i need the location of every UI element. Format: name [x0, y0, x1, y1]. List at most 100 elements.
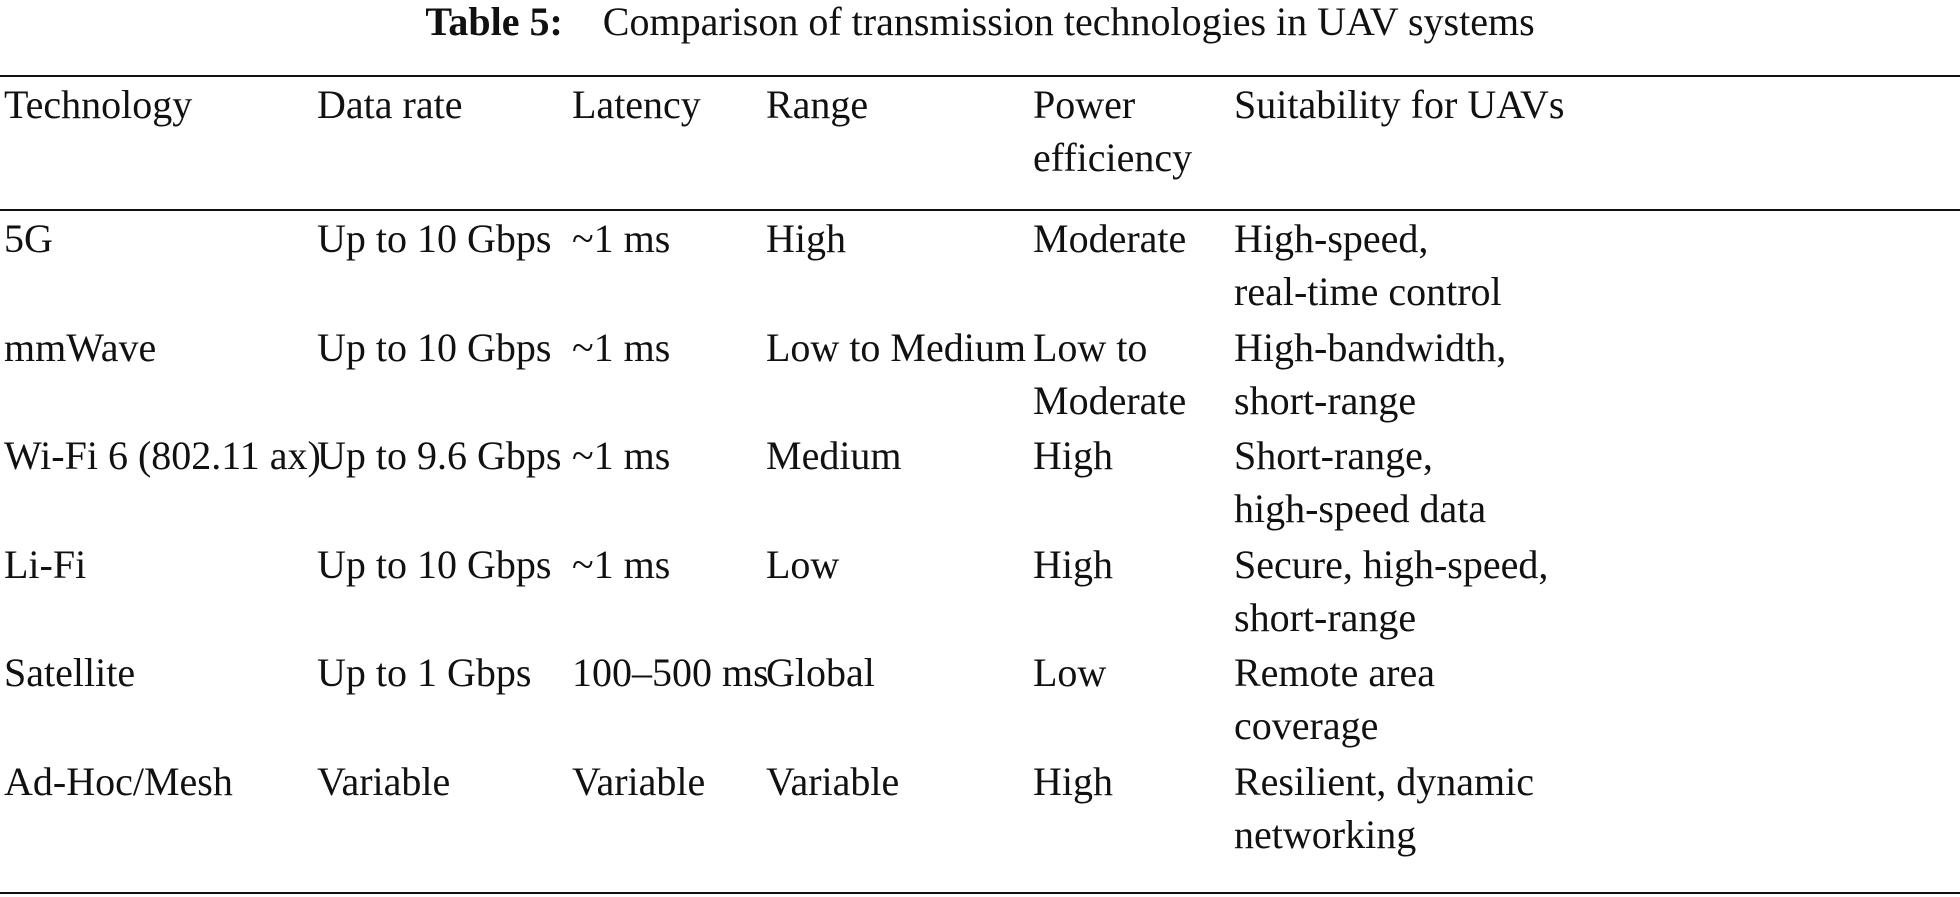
header-range-line-1: Range [766, 82, 869, 127]
cell-data-rate: Variable [317, 755, 572, 863]
header-data-rate-line-1: Data rate [317, 82, 463, 127]
cell-technology: Ad-Hoc/Mesh [4, 755, 317, 863]
cell-text: Low [766, 542, 840, 587]
cell-latency: Variable [572, 755, 766, 863]
table-header: Technology Data rate Latency Range Power… [4, 78, 1956, 209]
cell-text: Up to 10 Gbps [317, 216, 552, 261]
cell-range: Low to Medium [766, 321, 1033, 429]
header-latency-line-1: Latency [572, 82, 701, 127]
cell-text: Resilient, dynamic [1234, 759, 1534, 804]
cell-text: High [1033, 433, 1113, 478]
cell-technology: mmWave [4, 321, 317, 429]
cell-data-rate: Up to 10 Gbps [317, 538, 572, 646]
cell-power-efficiency: High [1033, 755, 1234, 863]
table-caption-label: Table 5: [425, 0, 563, 44]
header-latency: Latency [572, 78, 766, 209]
cell-power-efficiency: Moderate [1033, 209, 1234, 321]
cell-text: Low [1033, 650, 1107, 695]
header-technology-line-1: Technology [4, 82, 193, 127]
header-suitability-line-1: Suitability for UAVs [1234, 82, 1565, 127]
cell-data-rate: Up to 10 Gbps [317, 321, 572, 429]
cell-text: short-range [1234, 378, 1417, 423]
header-suitability: Suitability for UAVs [1234, 78, 1956, 209]
cell-data-rate: Up to 1 Gbps [317, 646, 572, 755]
header-range: Range [766, 78, 1033, 209]
cell-text: ~1 ms [572, 325, 671, 370]
cell-text: High-speed, [1234, 216, 1429, 261]
cell-latency: ~1 ms [572, 429, 766, 538]
header-row: Technology Data rate Latency Range Power… [4, 78, 1956, 209]
cell-text: Wi-Fi 6 (802.11 ax) [4, 433, 321, 478]
table-top-rule [0, 75, 1960, 77]
table-header-rule [0, 209, 1960, 211]
cell-text: Up to 9.6 Gbps [317, 433, 562, 478]
cell-range: Medium [766, 429, 1033, 538]
cell-text: high-speed data [1234, 486, 1487, 531]
cell-text: 5G [4, 216, 53, 261]
comparison-table: Technology Data rate Latency Range Power… [4, 78, 1956, 863]
cell-range: Global [766, 646, 1033, 755]
cell-text: 100–500 ms [572, 650, 769, 695]
table-row: Satellite Up to 1 Gbps 100–500 ms Global… [4, 646, 1956, 755]
table-body: 5G Up to 10 Gbps ~1 ms High Moderate Hig… [4, 209, 1956, 863]
cell-text: Li-Fi [4, 542, 87, 587]
cell-text: High-bandwidth, [1234, 325, 1507, 370]
cell-technology: 5G [4, 209, 317, 321]
cell-text: Medium [766, 433, 902, 478]
header-power-efficiency: Power efficiency [1033, 78, 1234, 209]
cell-range: Low [766, 538, 1033, 646]
cell-power-efficiency: Low to Moderate [1033, 321, 1234, 429]
cell-latency: ~1 ms [572, 209, 766, 321]
cell-suitability: Short-range, high-speed data [1234, 429, 1956, 538]
cell-latency: 100–500 ms [572, 646, 769, 755]
cell-text: real-time control [1234, 269, 1502, 314]
cell-suitability: High-speed, real-time control [1234, 209, 1956, 321]
table-row: Ad-Hoc/Mesh Variable Variable Variable H… [4, 755, 1956, 863]
cell-text: High [766, 216, 846, 261]
cell-technology: Wi-Fi 6 (802.11 ax) [4, 429, 321, 538]
cell-text: High [1033, 759, 1113, 804]
cell-suitability: Secure, high-speed, short-range [1234, 538, 1956, 646]
header-technology: Technology [4, 78, 317, 209]
cell-text: High [1033, 542, 1113, 587]
cell-text: Up to 10 Gbps [317, 542, 552, 587]
header-power-efficiency-line-1: Power [1033, 82, 1136, 127]
cell-suitability: Resilient, dynamic networking [1234, 755, 1956, 863]
cell-power-efficiency: Low [1033, 646, 1234, 755]
cell-text: Global [766, 650, 875, 695]
cell-data-rate: Up to 9.6 Gbps [317, 429, 572, 538]
cell-text: Variable [572, 759, 706, 804]
cell-text: Moderate [1033, 378, 1187, 423]
cell-text: Low to Medium [766, 325, 1026, 370]
cell-text: Ad-Hoc/Mesh [4, 759, 233, 804]
cell-text: Moderate [1033, 216, 1187, 261]
cell-text: Remote area [1234, 650, 1435, 695]
header-data-rate: Data rate [317, 78, 572, 209]
cell-text: Low to [1033, 325, 1148, 370]
cell-text: Up to 10 Gbps [317, 325, 552, 370]
table-row: mmWave Up to 10 Gbps ~1 ms Low to Medium… [4, 321, 1956, 429]
cell-range: High [766, 209, 1033, 321]
table-caption-space [573, 0, 593, 44]
cell-technology: Satellite [4, 646, 317, 755]
cell-text: Up to 1 Gbps [317, 650, 532, 695]
cell-latency: ~1 ms [572, 321, 766, 429]
cell-text: ~1 ms [572, 542, 671, 587]
cell-text: ~1 ms [572, 433, 671, 478]
cell-text: mmWave [4, 325, 157, 370]
cell-power-efficiency: High [1033, 429, 1234, 538]
cell-text: networking [1234, 812, 1417, 857]
cell-suitability: Remote area coverage [1234, 646, 1956, 755]
cell-text: Satellite [4, 650, 136, 695]
cell-text: short-range [1234, 595, 1417, 640]
table-caption: Table 5: Comparison of transmission tech… [0, 0, 1960, 48]
cell-data-rate: Up to 10 Gbps [317, 209, 572, 321]
table-row: Wi-Fi 6 (802.11 ax) Up to 9.6 Gbps ~1 ms… [4, 429, 1956, 538]
cell-text: Variable [317, 759, 451, 804]
cell-text: coverage [1234, 703, 1379, 748]
header-power-efficiency-line-2: efficiency [1033, 135, 1193, 180]
table-caption-text: Comparison of transmission technologies … [602, 0, 1535, 44]
cell-technology: Li-Fi [4, 538, 317, 646]
cell-text: ~1 ms [572, 216, 671, 261]
